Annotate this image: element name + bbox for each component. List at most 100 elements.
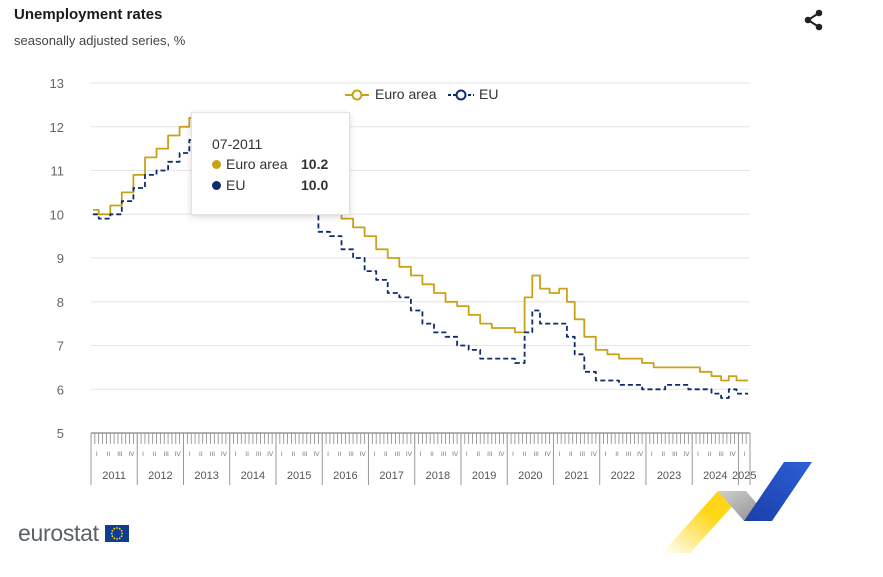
tooltip-row-eu: EU 10.0 <box>212 177 328 193</box>
x-tick-label: 2011 <box>102 470 126 482</box>
quarter-label: II <box>476 451 480 458</box>
x-tick-label: 2023 <box>657 470 681 482</box>
eu-dot-icon <box>212 181 221 190</box>
x-tick-label: 2014 <box>241 470 265 482</box>
quarter-label: IV <box>683 451 690 458</box>
x-tick-label: 2024 <box>703 470 727 482</box>
euro-area-dot-icon <box>212 160 221 169</box>
quarter-label: II <box>153 451 157 458</box>
x-tick-label: 2019 <box>472 470 496 482</box>
quarter-label: IV <box>545 451 552 458</box>
y-tick-label: 12 <box>50 120 64 135</box>
quarter-label: IV <box>221 451 228 458</box>
chart-title: Unemployment rates <box>14 6 163 23</box>
quarter-label: IV <box>313 451 320 458</box>
quarter-label: II <box>338 451 342 458</box>
legend: Euro area EU <box>345 86 498 102</box>
y-tick-label: 9 <box>57 251 64 266</box>
tooltip-series-value: 10.2 <box>301 156 329 172</box>
quarter-label: I <box>743 451 745 458</box>
tooltip-date: 07-2011 <box>212 136 263 152</box>
quarter-label: II <box>661 451 665 458</box>
quarter-label: III <box>117 451 123 458</box>
quarter-label: I <box>373 451 375 458</box>
quarter-label: III <box>210 451 216 458</box>
quarter-label: III <box>163 451 169 458</box>
share-icon[interactable] <box>802 8 826 32</box>
quarter-label: I <box>697 451 699 458</box>
quarter-label: II <box>430 451 434 458</box>
x-tick-label: 2016 <box>333 470 357 482</box>
quarter-label: III <box>672 451 678 458</box>
quarter-label: IV <box>730 451 737 458</box>
quarter-label: II <box>708 451 712 458</box>
grid <box>91 82 750 390</box>
quarter-label: II <box>292 451 296 458</box>
y-tick-label: 10 <box>50 207 64 222</box>
quarter-label: I <box>512 451 514 458</box>
quarter-label: IV <box>452 451 459 458</box>
tooltip-series-name: EU <box>226 177 246 193</box>
y-tick-label: 6 <box>57 382 64 397</box>
quarter-label: I <box>327 451 329 458</box>
x-tick-label: 2013 <box>194 470 218 482</box>
x-tick-label: 2022 <box>611 470 635 482</box>
quarter-label: III <box>718 451 724 458</box>
quarter-label: III <box>256 451 262 458</box>
quarter-label: II <box>615 451 619 458</box>
x-tick-label: 2015 <box>287 470 311 482</box>
x-tick-label: 2018 <box>426 470 450 482</box>
quarter-label: II <box>523 451 527 458</box>
quarter-label: IV <box>637 451 644 458</box>
x-axis: I II III IV I II III IV I II III IV I II III IV I II III IV… <box>90 432 756 485</box>
quarter-label: II <box>107 451 111 458</box>
quarter-label: I <box>466 451 468 458</box>
decorative-ribbon-graphic <box>662 462 812 553</box>
tooltip: 07-2011 Euro area 10.2 EU 10.0 <box>191 112 350 215</box>
quarter-label: II <box>384 451 388 458</box>
legend-label-eu: EU <box>479 86 498 102</box>
quarter-label: I <box>96 451 98 458</box>
quarter-label: IV <box>498 451 505 458</box>
legend-label-euro-area: Euro area <box>375 86 437 102</box>
quarter-label: IV <box>175 451 182 458</box>
eurostat-logo[interactable]: eurostat <box>18 520 130 547</box>
logo-text: eurostat <box>18 520 99 546</box>
quarter-label: IV <box>591 451 598 458</box>
legend-item-euro-area[interactable]: Euro area <box>345 86 437 102</box>
y-tick-label: 8 <box>57 295 64 310</box>
quarter-label: III <box>348 451 354 458</box>
chart-subtitle: seasonally adjusted series, % <box>14 33 186 48</box>
quarter-label: III <box>580 451 586 458</box>
x-tick-label: 2021 <box>564 470 588 482</box>
quarter-label: I <box>420 451 422 458</box>
quarter-label: III <box>487 451 493 458</box>
quarter-label: II <box>245 451 249 458</box>
y-tick-label: 11 <box>51 164 65 179</box>
y-tick-label: 7 <box>57 339 64 354</box>
x-tick-label: 2020 <box>518 470 542 482</box>
tooltip-series-value: 10.0 <box>301 177 329 193</box>
tooltip-series-name: Euro area <box>226 156 288 172</box>
quarter-label: III <box>533 451 539 458</box>
quarter-label: I <box>281 451 283 458</box>
eu-flag-icon <box>105 525 130 542</box>
quarter-label: IV <box>406 451 413 458</box>
quarter-label: IV <box>267 451 274 458</box>
y-tick-label: 13 <box>50 76 64 91</box>
quarter-label: I <box>558 451 560 458</box>
quarter-label: IV <box>128 451 135 458</box>
quarter-label: III <box>395 451 401 458</box>
legend-item-eu[interactable]: EU <box>448 86 498 102</box>
quarter-label: I <box>142 451 144 458</box>
quarter-label: III <box>441 451 447 458</box>
quarter-label: I <box>651 451 653 458</box>
quarter-label: IV <box>360 451 367 458</box>
y-tick-label: 5 <box>57 426 64 441</box>
quarter-label: III <box>302 451 308 458</box>
quarter-label: II <box>199 451 203 458</box>
series-line-eu <box>92 139 749 399</box>
quarter-label: I <box>188 451 190 458</box>
quarter-label: II <box>569 451 573 458</box>
tooltip-row-euro-area: Euro area 10.2 <box>212 156 328 172</box>
